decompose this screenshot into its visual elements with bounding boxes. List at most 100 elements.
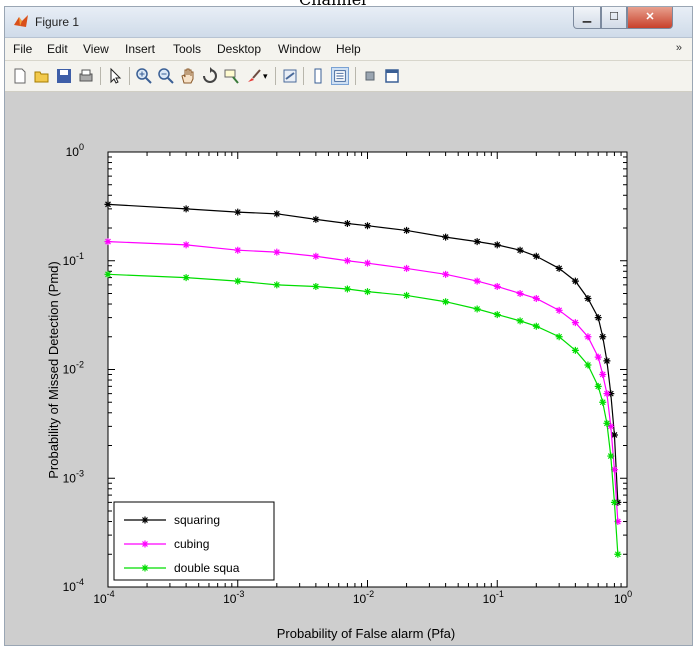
data-marker: [273, 210, 281, 218]
data-cursor-icon[interactable]: [223, 67, 241, 85]
data-marker: [364, 259, 371, 267]
matlab-icon: [14, 15, 28, 27]
open-file-icon[interactable]: [33, 67, 51, 85]
tick-marks: [107, 151, 628, 588]
zoom-in-icon[interactable]: [135, 67, 153, 85]
menu-bar: File Edit View Insert Tools Desktop Wind…: [5, 38, 692, 61]
data-marker: [594, 353, 602, 361]
data-marker: [610, 431, 618, 439]
x-tick-label: 10-4: [93, 589, 114, 606]
menu-file[interactable]: File: [13, 42, 33, 56]
data-marker: [273, 248, 281, 256]
link-icon[interactable]: [281, 67, 299, 85]
data-marker: [571, 319, 579, 327]
data-marker: [594, 314, 602, 322]
x-tick-label: 100: [614, 589, 632, 606]
data-marker: [141, 564, 149, 572]
menu-overflow-icon[interactable]: »: [675, 42, 682, 54]
x-tick-label: 10-3: [223, 589, 244, 606]
data-marker: [603, 390, 611, 398]
data-marker: [610, 466, 618, 474]
pan-icon[interactable]: [179, 67, 197, 85]
legend-icon[interactable]: [331, 67, 349, 85]
toolbar-separator: [129, 67, 130, 85]
data-marker: [312, 215, 320, 223]
toolbar-separator: [275, 67, 276, 85]
data-marker: [493, 311, 501, 319]
data-marker: [614, 518, 622, 526]
data-marker: [516, 317, 524, 325]
save-icon[interactable]: [55, 67, 73, 85]
y-tick-label: 10-4: [63, 577, 84, 594]
close-button[interactable]: ✕: [627, 7, 673, 29]
data-marker: [571, 346, 579, 354]
y-tick-label: 10-3: [63, 468, 84, 485]
data-marker: [182, 241, 190, 249]
legend-label: squaring: [174, 513, 220, 527]
menu-edit[interactable]: Edit: [47, 42, 68, 56]
data-marker: [532, 252, 540, 260]
window-title: Figure 1: [35, 15, 80, 29]
data-marker: [442, 298, 450, 306]
data-marker: [532, 322, 540, 330]
data-marker: [584, 333, 592, 341]
legend-label: double squa: [174, 561, 240, 575]
data-marker: [603, 419, 611, 427]
caption-text: Channel: [299, 0, 366, 9]
brush-icon[interactable]: [245, 67, 263, 85]
dock-icon[interactable]: [383, 67, 401, 85]
y-axis-label: Probability of Missed Detection (Pmd): [46, 261, 61, 478]
brush-dropdown-icon[interactable]: ▾: [263, 71, 268, 81]
menu-window[interactable]: Window: [278, 42, 321, 56]
series-line: [107, 203, 619, 503]
data-marker: [182, 205, 190, 213]
data-marker: [343, 220, 351, 228]
x-tick-labels: 10-4 10-3 10-2 10-1 100: [93, 589, 632, 606]
data-marker: [493, 282, 501, 290]
toolbar-separator: [100, 67, 101, 85]
minimize-button[interactable]: ▁: [573, 7, 601, 29]
x-tick-label: 10-2: [353, 589, 374, 606]
data-marker: [403, 264, 411, 272]
data-marker: [141, 540, 149, 548]
data-marker: [104, 238, 112, 246]
data-marker: [607, 390, 615, 398]
print-icon[interactable]: [77, 67, 95, 85]
y-tick-label: 10-2: [63, 360, 84, 377]
data-marker: [599, 333, 607, 341]
data-marker: [516, 289, 524, 297]
data-marker: [607, 422, 615, 430]
rotate-icon[interactable]: [201, 67, 219, 85]
data-marker: [473, 238, 481, 246]
menu-help[interactable]: Help: [336, 42, 361, 56]
maximize-button[interactable]: ☐: [601, 7, 627, 29]
menu-view[interactable]: View: [83, 42, 109, 56]
toolbar: ▾: [5, 61, 692, 92]
menu-tools[interactable]: Tools: [173, 42, 202, 56]
data-marker: [141, 516, 149, 524]
colorbar-icon[interactable]: [309, 67, 327, 85]
data-marker: [403, 291, 411, 299]
x-axis-label: Probability of False alarm (Pfa): [277, 626, 455, 641]
data-marker: [442, 270, 450, 278]
y-tick-labels: 10-4 10-3 10-2 10-1 100: [63, 142, 84, 594]
zoom-out-icon[interactable]: [157, 67, 175, 85]
data-marker: [104, 200, 112, 208]
hide-tools-icon[interactable]: [361, 67, 379, 85]
data-marker: [614, 550, 622, 558]
pointer-icon[interactable]: [106, 67, 124, 85]
menu-desktop[interactable]: Desktop: [217, 42, 262, 56]
data-marker: [584, 294, 592, 302]
data-marker: [555, 264, 563, 272]
title-bar[interactable]: Figure 1 ▁ ☐ ✕: [5, 7, 692, 38]
data-marker: [555, 333, 563, 341]
data-marker: [493, 241, 501, 249]
data-marker: [343, 257, 351, 265]
legend[interactable]: squaring cubing double squa: [113, 501, 275, 581]
data-marker: [473, 305, 481, 313]
new-figure-icon[interactable]: [11, 67, 29, 85]
menu-insert[interactable]: Insert: [125, 42, 156, 56]
data-marker: [571, 277, 579, 285]
data-marker: [584, 361, 592, 369]
